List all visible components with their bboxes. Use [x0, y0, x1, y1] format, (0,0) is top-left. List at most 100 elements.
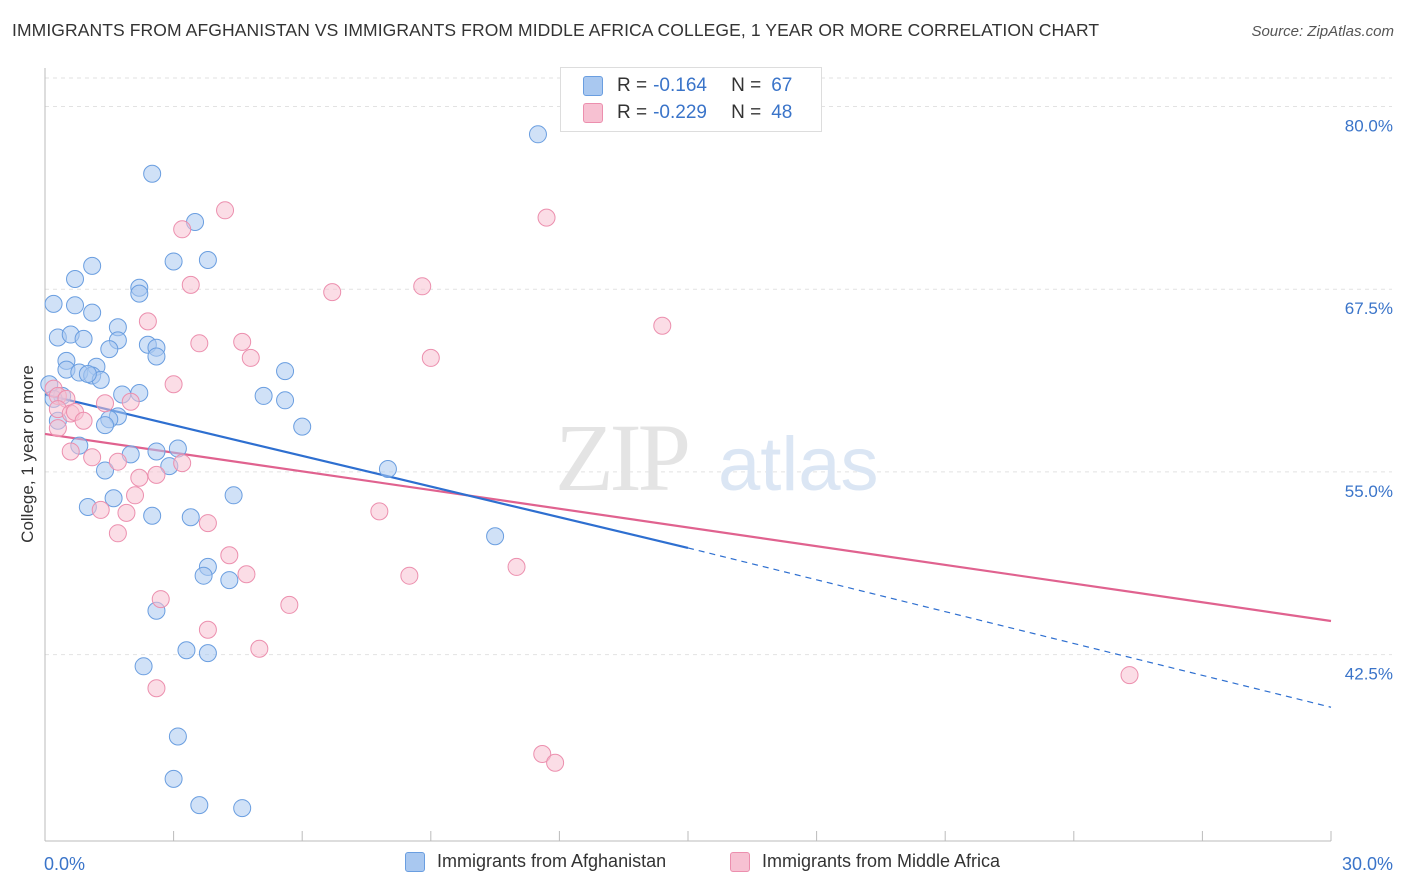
bottom-legend-middle-africa: Immigrants from Middle Africa: [730, 851, 1000, 872]
point-middle-africa: [653, 316, 672, 335]
point-afghanistan: [74, 329, 93, 348]
point-middle-africa: [400, 566, 419, 585]
axes: 42.5% 55.0% 67.5% 80.0% 0.0% 30.0%: [44, 68, 1393, 874]
point-middle-africa: [1120, 666, 1139, 685]
point-afghanistan: [130, 284, 149, 303]
point-afghanistan: [147, 442, 166, 461]
point-middle-africa: [74, 411, 93, 430]
point-middle-africa: [507, 557, 526, 576]
trend-line-afghanistan: [44, 393, 689, 549]
point-middle-africa: [173, 454, 192, 473]
bottom-legend-label: Immigrants from Afghanistan: [437, 851, 667, 871]
point-middle-africa: [138, 312, 157, 331]
y-tick-label: 42.5%: [1345, 665, 1393, 684]
bottom-legend-afghanistan: Immigrants from Afghanistan: [405, 851, 666, 872]
legend-swatch-pink: [583, 103, 603, 123]
point-afghanistan: [164, 252, 183, 271]
point-middle-africa: [198, 514, 217, 533]
watermark: ZIP atlas: [555, 404, 879, 511]
point-afghanistan: [276, 362, 295, 381]
legend-row-middle-africa: R = -0.229 N = 48: [583, 101, 792, 125]
point-middle-africa: [280, 595, 299, 614]
source-label: Source: ZipAtlas.com: [1251, 23, 1394, 40]
watermark-atlas: atlas: [718, 422, 879, 507]
point-middle-africa: [151, 590, 170, 609]
point-middle-africa: [198, 620, 217, 639]
point-middle-africa: [323, 283, 342, 302]
point-afghanistan: [96, 461, 115, 480]
point-middle-africa: [147, 465, 166, 484]
x-tick-label: 0.0%: [44, 854, 85, 874]
point-middle-africa: [117, 503, 136, 522]
point-afghanistan: [44, 294, 63, 313]
point-afghanistan: [168, 727, 187, 746]
point-afghanistan: [528, 125, 547, 144]
point-middle-africa: [61, 442, 80, 461]
legend-r-value: -0.229: [653, 102, 707, 123]
point-middle-africa: [91, 500, 110, 519]
legend-n-value: 48: [771, 102, 793, 123]
point-middle-africa: [190, 334, 209, 353]
legend-r-label: R =: [617, 102, 648, 123]
point-afghanistan: [100, 340, 119, 359]
point-afghanistan: [198, 644, 217, 663]
point-middle-africa: [237, 565, 256, 584]
point-afghanistan: [378, 460, 397, 478]
legend-n-label: N =: [731, 75, 762, 96]
point-afghanistan: [181, 508, 200, 527]
data-points: [40, 125, 1139, 818]
point-afghanistan: [486, 527, 505, 546]
bottom-legend-label: Immigrants from Middle Africa: [762, 851, 1001, 871]
watermark-zip: ZIP: [555, 404, 688, 511]
point-middle-africa: [108, 524, 127, 543]
point-afghanistan: [198, 251, 217, 269]
point-middle-africa: [96, 394, 115, 413]
point-middle-africa: [220, 546, 239, 565]
y-axis-label: College, 1 year or more: [18, 365, 37, 543]
point-middle-africa: [233, 332, 252, 351]
point-middle-africa: [130, 468, 149, 487]
legend-r-label: R =: [617, 75, 648, 96]
point-afghanistan: [190, 796, 209, 815]
point-middle-africa: [370, 502, 389, 521]
trend-line-afghanistan-extrapolated: [687, 547, 1332, 708]
point-middle-africa: [413, 277, 432, 296]
point-afghanistan: [143, 506, 162, 525]
trend-lines: [44, 393, 1332, 708]
point-afghanistan: [293, 417, 312, 436]
point-middle-africa: [533, 745, 552, 763]
point-afghanistan: [233, 799, 252, 818]
point-middle-africa: [216, 201, 235, 220]
point-afghanistan: [78, 365, 97, 383]
point-afghanistan: [164, 769, 183, 788]
point-middle-africa: [48, 419, 67, 438]
point-afghanistan: [224, 486, 243, 505]
point-middle-africa: [546, 753, 565, 772]
legend-row-afghanistan: R = -0.164 N = 67: [583, 74, 792, 98]
point-afghanistan: [134, 657, 153, 676]
point-middle-africa: [121, 392, 140, 411]
point-middle-africa: [108, 452, 127, 471]
x-tick-label: 30.0%: [1342, 854, 1393, 874]
point-afghanistan: [83, 303, 102, 322]
point-middle-africa: [164, 375, 183, 394]
chart-title: IMMIGRANTS FROM AFGHANISTAN VS IMMIGRANT…: [12, 20, 1100, 40]
point-middle-africa: [241, 348, 260, 367]
point-afghanistan: [254, 386, 273, 405]
point-afghanistan: [66, 270, 85, 288]
bottom-legend-swatch-pink: [730, 851, 750, 872]
point-afghanistan: [276, 391, 295, 410]
point-middle-africa: [181, 275, 200, 294]
point-middle-africa: [126, 486, 145, 505]
legend-n-value: 67: [771, 75, 793, 96]
legend-swatch-blue: [583, 76, 603, 96]
legend-n-label: N =: [731, 102, 762, 123]
point-afghanistan: [220, 571, 239, 590]
y-tick-label: 67.5%: [1345, 299, 1393, 318]
point-afghanistan: [96, 416, 115, 435]
point-afghanistan: [147, 347, 166, 366]
legend-r-value: -0.164: [653, 75, 707, 96]
trend-line-middle-africa: [44, 432, 1332, 623]
bottom-legend-swatch-blue: [405, 851, 425, 872]
